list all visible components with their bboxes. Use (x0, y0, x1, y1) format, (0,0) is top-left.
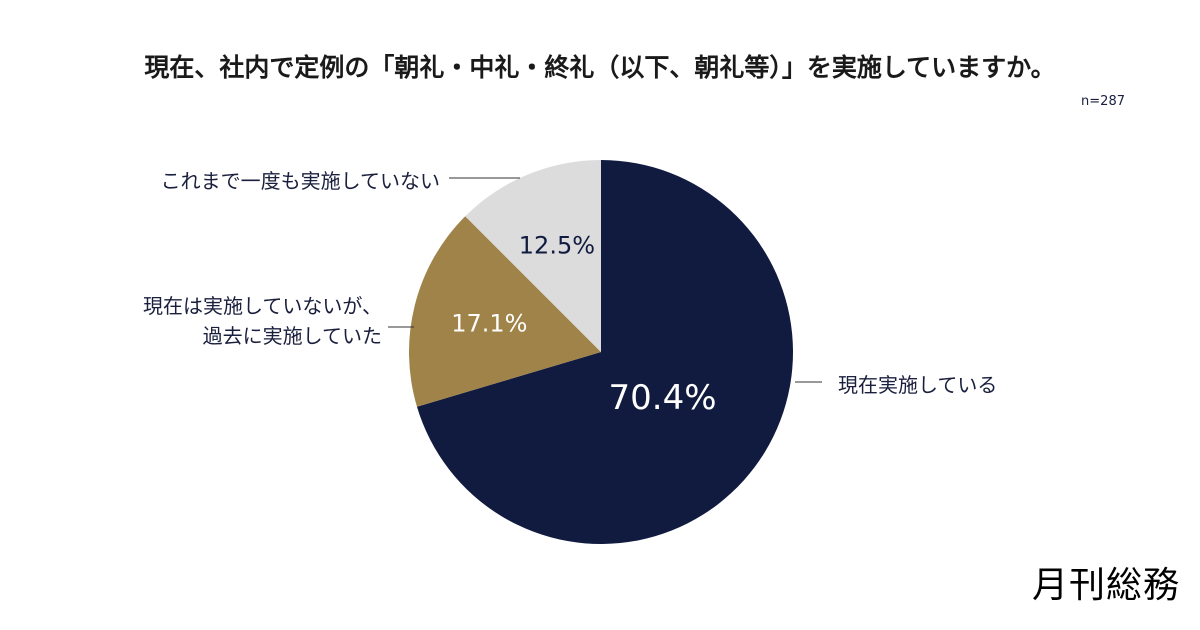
legend-label-never: これまで一度も実施していない (160, 169, 440, 193)
slice-value-label-never: 12.5% (519, 232, 595, 260)
sample-size: n=287 (1081, 94, 1125, 109)
slice-value-label-implementing: 70.4% (609, 378, 717, 418)
legend-label-past: 現在は実施していないが、 過去に実施していた (143, 291, 382, 351)
pie-slice-implementing (416, 160, 794, 544)
legend-label-past-line2: 過去に実施していた (202, 324, 382, 348)
pie-slice-never (465, 160, 601, 352)
brand-logo: 月刊総務 (1031, 565, 1180, 606)
legend-label-past-line1: 現在は実施していないが、 (143, 294, 382, 318)
legend-label-implementing: 現在実施している (838, 373, 998, 397)
chart-title: 現在、社内で定例の「朝礼・中礼・終礼（以下、朝礼等）」を実施していますか。 (144, 53, 1056, 82)
slice-value-label-past: 17.1% (451, 310, 527, 338)
pie-slice-past (409, 216, 601, 407)
